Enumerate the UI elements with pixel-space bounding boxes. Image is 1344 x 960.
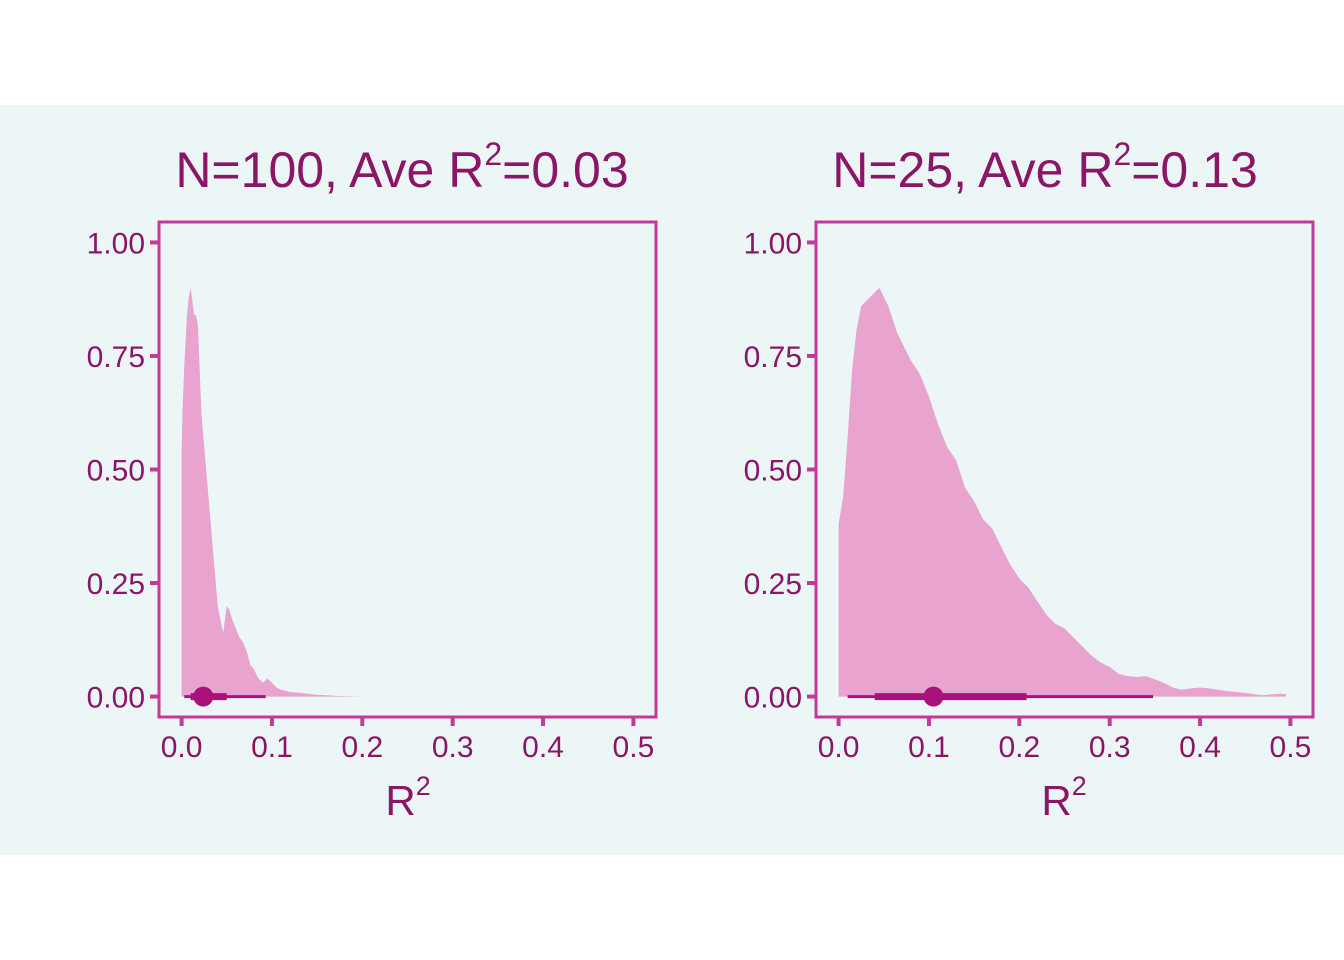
y-tick-label: 0.25 (744, 568, 802, 601)
x-tick-label: 0.2 (341, 731, 383, 764)
y-tick-label: 0.50 (744, 455, 802, 488)
panel-title: N=100, Ave R2=0.03 (175, 136, 628, 198)
median-point (193, 686, 214, 707)
point-interval (847, 686, 1154, 707)
x-axis: 0.0 0.1 0.2 0.3 0.4 0.5 (161, 717, 655, 764)
x-tick-label: 0.1 (251, 731, 293, 764)
median-point (923, 686, 944, 707)
x-axis-label: R2 (385, 771, 430, 824)
x-tick-label: 0.0 (818, 731, 860, 764)
x-tick-label: 0.3 (1089, 731, 1131, 764)
panel-n100: N=100, Ave R2=0.03 0.000.250.500.751.00 … (87, 136, 658, 824)
y-tick-label: 0.75 (744, 341, 802, 374)
y-tick-label: 1.00 (87, 227, 145, 260)
x-tick-label: 0.5 (613, 731, 655, 764)
plot-background (0, 105, 1344, 855)
x-axis-label: R2 (1041, 771, 1086, 824)
x-tick-label: 0.0 (161, 731, 203, 764)
x-tick-label: 0.5 (1270, 731, 1312, 764)
y-tick-label: 0.00 (744, 682, 802, 715)
x-tick-label: 0.2 (998, 731, 1040, 764)
density-area (838, 287, 1286, 697)
y-tick-label: 0.00 (87, 682, 145, 715)
panel-title: N=25, Ave R2=0.13 (832, 136, 1258, 198)
y-tick-label: 1.00 (744, 227, 802, 260)
point-interval (184, 686, 266, 707)
x-tick-label: 0.4 (522, 731, 564, 764)
y-tick-label: 0.25 (87, 568, 145, 601)
y-axis: 0.00 0.25 0.50 0.75 1.00 (744, 227, 816, 715)
y-tick-label: 0.75 (87, 341, 145, 374)
x-tick-label: 0.3 (432, 731, 474, 764)
x-tick-label: 0.1 (908, 731, 950, 764)
panel-n25: N=25, Ave R2=0.13 0.00 0.25 0.50 0.75 1.00 0… (744, 136, 1315, 824)
density-area (181, 287, 363, 697)
y-tick-label: 0.50 (87, 455, 145, 488)
y-axis: 0.00 0.25 0.50 0.75 1.00 (87, 227, 159, 715)
x-tick-label: 0.4 (1179, 731, 1221, 764)
x-axis: 0.0 0.1 0.2 0.3 0.4 0.5 (818, 717, 1312, 764)
